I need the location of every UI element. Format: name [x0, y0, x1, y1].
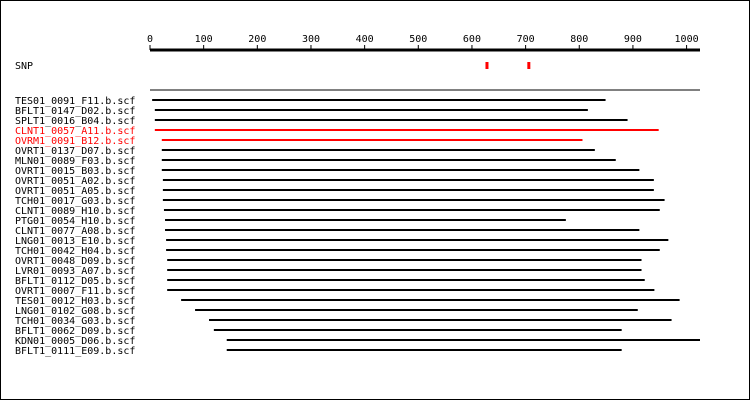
read-name: BFLT1_0147_D02.b.scf: [15, 106, 135, 117]
read-name: BFLT1_0111_E09.b.scf: [15, 346, 135, 357]
read-name: BFLT1_0112_D05.b.scf: [15, 276, 135, 287]
x-tick-label: 1000: [675, 34, 699, 45]
x-tick-label: 300: [302, 34, 320, 45]
x-tick-label: 800: [570, 34, 588, 45]
snp-mark: [527, 62, 531, 69]
read-name: SPLT1_0016_B04.b.scf: [15, 116, 135, 127]
read-name: LNG01_0013_E10.b.scf: [15, 236, 135, 247]
read-name: TCH01_0042_H04.b.scf: [15, 246, 135, 257]
read-name: PTG01_0054_H10.b.scf: [15, 216, 135, 227]
x-tick-label: 400: [356, 34, 374, 45]
read-name: OVRT1_0051_A02.b.scf: [15, 176, 135, 187]
read-name: CLNT1_0089_H10.b.scf: [15, 206, 135, 217]
x-tick-label: 600: [463, 34, 481, 45]
read-name: MLN01_0089_F03.b.scf: [15, 156, 135, 167]
read-name: OVRT1_0137_D07.b.scf: [15, 146, 135, 157]
read-name: OVRT1_0051_A05.b.scf: [15, 186, 135, 197]
read-name: TCH01_0034_G03.b.scf: [15, 316, 135, 327]
read-name: OVRT1_0048_D09.b.scf: [15, 256, 135, 267]
x-tick-label: 700: [517, 34, 535, 45]
x-tick-label: 100: [195, 34, 213, 45]
read-name: LNG01_0102_G08.b.scf: [15, 306, 135, 317]
read-name: TES01_0091_F11.b.scf: [15, 96, 135, 107]
read-name: TCH01_0017_G03.b.scf: [15, 196, 135, 207]
read-name: OVRT1_0015_B03.b.scf: [15, 166, 135, 177]
snp-label: SNP: [15, 61, 33, 72]
x-tick-label: 0: [147, 34, 153, 45]
read-name: CLNT1_0057_A11.b.scf: [15, 126, 135, 137]
x-tick-label: 500: [409, 34, 427, 45]
read-name: LVR01_0093_A07.b.scf: [15, 266, 135, 277]
read-name: BFLT1_0062_D09.b.scf: [15, 326, 135, 337]
read-name: OVRT1_0007_F11.b.scf: [15, 286, 135, 297]
read-name: KDN01_0005_D06.b.scf: [15, 336, 135, 347]
read-name: TES01_0012_H03.b.scf: [15, 296, 135, 307]
snp-mark: [485, 62, 489, 69]
read-name: CLNT1_0077_A08.b.scf: [15, 226, 135, 237]
x-tick-label: 900: [624, 34, 642, 45]
x-tick-label: 200: [248, 34, 266, 45]
read-name: OVRM1_0091_B12.b.scf: [15, 136, 135, 147]
